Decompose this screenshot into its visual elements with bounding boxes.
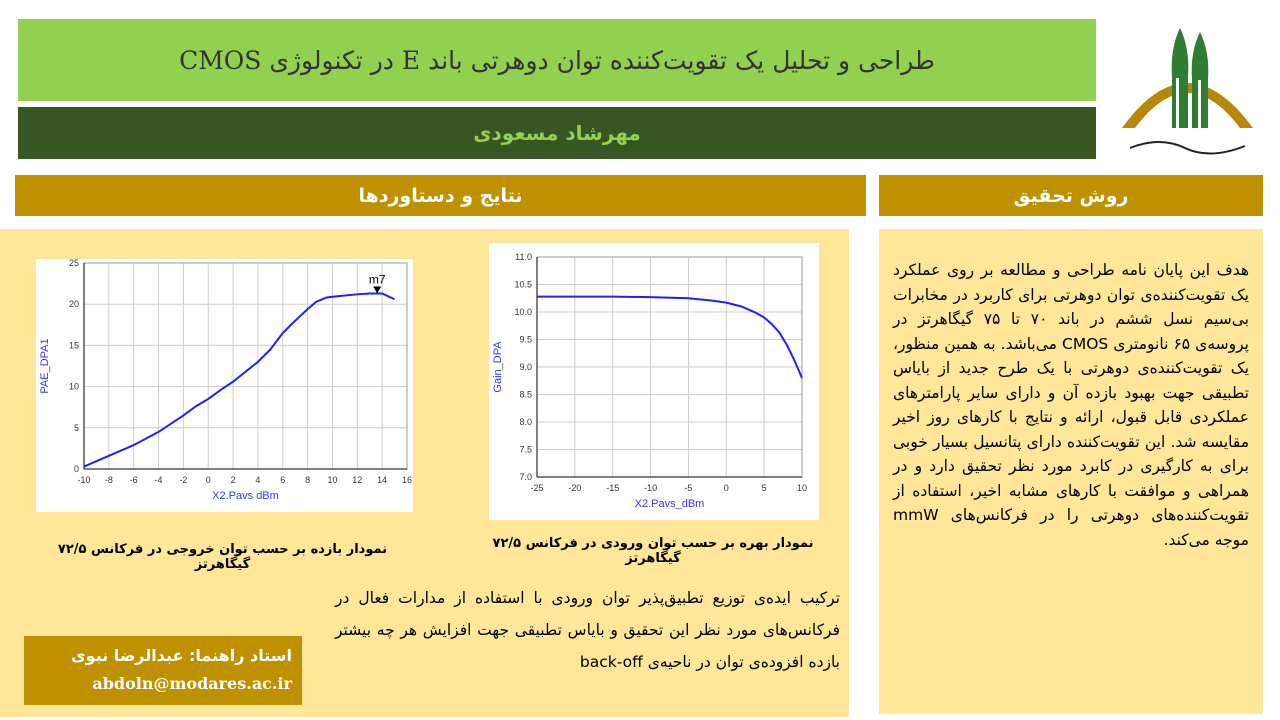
method-text: هدف این پایان نامه طراحی و مطالعه بر روی… [893, 261, 1249, 549]
x-tick-label: -8 [105, 475, 113, 485]
y-tick-label: 8.5 [519, 390, 532, 400]
x-tick-label: -5 [684, 483, 692, 493]
university-logo [1110, 18, 1265, 163]
x-tick-label: 10 [797, 483, 807, 493]
x-tick-label: 6 [280, 475, 285, 485]
x-tick-label: 4 [255, 475, 260, 485]
y-tick-label: 10 [69, 382, 79, 392]
x-tick-label: 16 [402, 475, 412, 485]
x-tick-label: -20 [568, 483, 581, 493]
y-tick-label: 7.5 [519, 445, 532, 455]
data-line [537, 295, 803, 379]
method-panel [879, 229, 1263, 714]
y-tick-label: 25 [69, 259, 79, 268]
summary-text: ترکیب ایده‌ی توزیع تطبیق‌پذیر توان ورودی… [335, 589, 840, 671]
x-tick-label: -25 [530, 483, 543, 493]
y-tick-label: 9.0 [519, 362, 532, 372]
marker-label: m7 [369, 272, 386, 286]
y-tick-label: 8.0 [519, 417, 532, 427]
y-tick-label: 15 [69, 340, 79, 350]
x-tick-label: -10 [77, 475, 90, 485]
y-tick-label: 20 [69, 299, 79, 309]
method-header: روش تحقیق [879, 175, 1263, 216]
x-tick-label: 5 [762, 483, 767, 493]
x-tick-label: -2 [179, 475, 187, 485]
x-tick-label: 14 [377, 475, 387, 485]
x-axis-label: X2.Pavs_dBm [635, 498, 705, 510]
x-tick-label: -6 [130, 475, 138, 485]
x-tick-label: 0 [206, 475, 211, 485]
x-axis-label: X2.Pavs dBm [212, 490, 279, 502]
marker-triangle [373, 286, 382, 294]
author-name: مهرشاد مسعودی [18, 107, 1096, 159]
pae-chart: -10 -8 -6 -4 -2 0 2 4 6 8 10 12 14 16 0 5 10 15 20 25 X2.Pav… [36, 259, 413, 512]
y-tick-label: 10.0 [514, 307, 532, 317]
y-tick-label: 11.0 [515, 252, 532, 262]
gain-chart: -25 -20 -15 -10 -5 0 5 10 7.0 7.5 8.0 8.5 9.0 9.5 10.0… [489, 243, 819, 520]
y-tick-label: 9.5 [519, 335, 532, 345]
y-tick-label: 7.0 [519, 472, 532, 482]
pae-caption: نمودار بازده بر حسب توان خروجی در فرکانس… [57, 542, 388, 572]
y-tick-label: 5 [74, 423, 79, 433]
x-tick-label: 12 [352, 475, 362, 485]
poster-title: طراحی و تحلیل یک تقویت‌کننده توان دوهرتی… [18, 19, 1096, 101]
x-tick-label: 10 [327, 475, 337, 485]
advisor-name: استاد راهنما: عبدالرضا نبوی [71, 646, 292, 665]
x-tick-label: -10 [644, 483, 657, 493]
advisor-email[interactable]: abdoln@modares.ac.ir [92, 674, 292, 693]
y-tick-label: 10.5 [514, 280, 532, 290]
results-header: نتایج و دستاوردها [15, 175, 866, 216]
x-tick-label: 2 [231, 475, 236, 485]
x-tick-label: 8 [305, 475, 310, 485]
x-tick-label: -4 [155, 475, 163, 485]
gain-caption: نمودار بهره بر حسب توان ورودی در فرکانس … [492, 536, 814, 566]
x-tick-label: 0 [724, 483, 729, 493]
y-axis-label: Gain_DPA [492, 341, 504, 393]
advisor-box: استاد راهنما: عبدالرضا نبوی abdoln@modar… [24, 636, 302, 705]
data-line [83, 292, 395, 468]
y-tick-label: 0 [74, 464, 79, 474]
y-axis-label: PAE_DPA1 [39, 338, 51, 393]
x-tick-label: -15 [606, 483, 619, 493]
